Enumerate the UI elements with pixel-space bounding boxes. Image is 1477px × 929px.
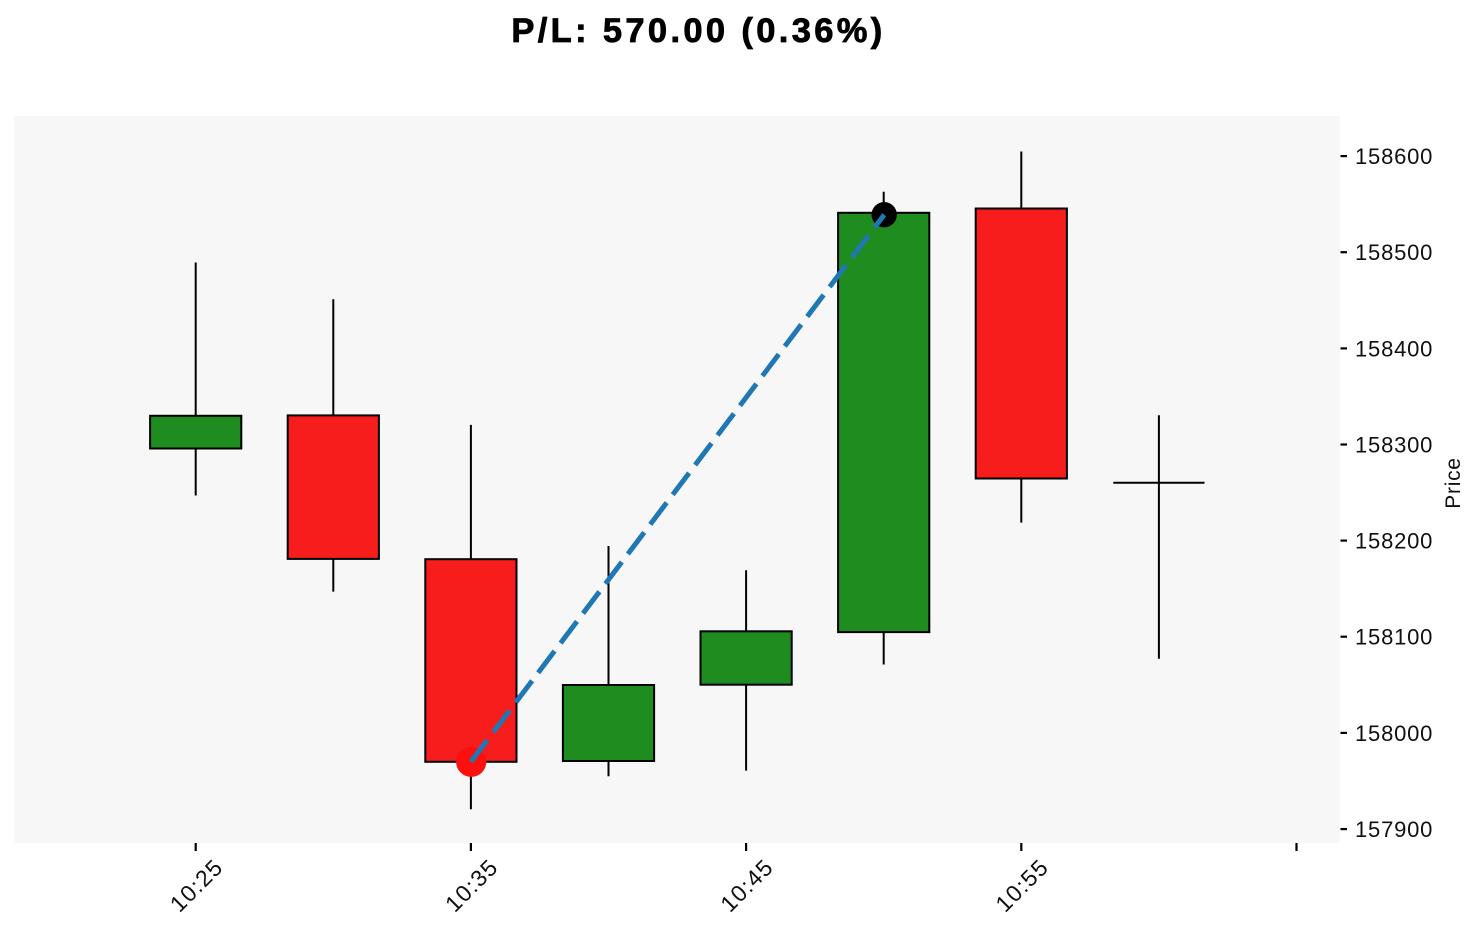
svg-text:158400: 158400 — [1355, 336, 1433, 361]
svg-text:158000: 158000 — [1355, 721, 1433, 746]
svg-text:158500: 158500 — [1355, 240, 1433, 265]
svg-text:Price: Price — [1442, 457, 1465, 508]
svg-text:158100: 158100 — [1355, 625, 1433, 650]
svg-text:158300: 158300 — [1355, 432, 1433, 457]
svg-text:P/L: 570.00 (0.36%): P/L: 570.00 (0.36%) — [511, 12, 885, 50]
svg-text:158200: 158200 — [1355, 529, 1433, 554]
svg-text:157900: 157900 — [1355, 817, 1433, 842]
svg-text:158600: 158600 — [1355, 144, 1433, 169]
